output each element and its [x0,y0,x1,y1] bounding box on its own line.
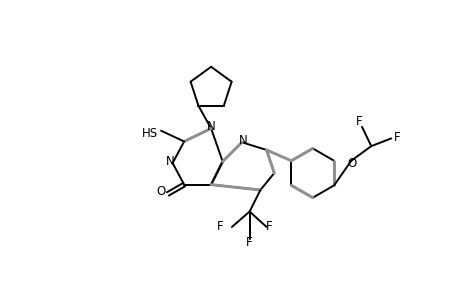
Text: F: F [393,131,400,144]
Text: F: F [355,115,362,128]
Text: O: O [347,157,356,170]
Text: N: N [206,120,215,133]
Text: HS: HS [141,127,157,140]
Text: N: N [166,155,174,168]
Text: N: N [239,134,247,147]
Text: F: F [246,236,252,249]
Text: F: F [217,220,223,233]
Text: F: F [266,220,272,233]
Text: O: O [156,185,165,198]
